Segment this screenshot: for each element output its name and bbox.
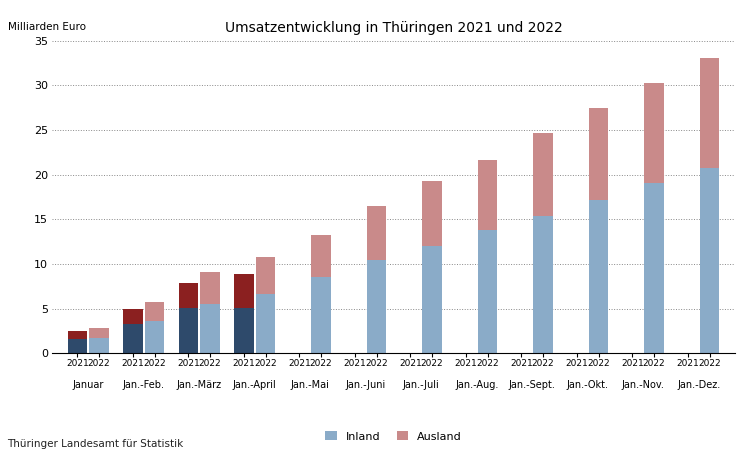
Bar: [90, 338, 109, 353]
Text: Milliarden Euro: Milliarden Euro: [8, 22, 86, 32]
Text: Jan.-Mai: Jan.-Mai: [291, 380, 330, 390]
Bar: [90, 328, 109, 338]
Bar: [311, 276, 330, 353]
Bar: [422, 246, 442, 353]
Bar: [367, 260, 386, 353]
Bar: [145, 321, 164, 353]
Bar: [234, 274, 254, 308]
Bar: [311, 235, 330, 276]
Text: Thüringer Landesamt für Statistik: Thüringer Landesamt für Statistik: [7, 439, 184, 449]
Bar: [478, 230, 498, 353]
Text: Jan.-Feb.: Jan.-Feb.: [123, 380, 165, 390]
Bar: [145, 302, 164, 321]
Bar: [179, 283, 198, 308]
Text: Jan.-Juni: Jan.-Juni: [345, 380, 386, 390]
Bar: [123, 309, 142, 324]
Bar: [645, 83, 664, 183]
Bar: [68, 339, 87, 353]
Bar: [68, 332, 87, 339]
Text: Jan.-Nov.: Jan.-Nov.: [622, 380, 665, 390]
Text: Jan.-Aug.: Jan.-Aug.: [455, 380, 498, 390]
Bar: [179, 308, 198, 353]
Bar: [700, 58, 719, 169]
Text: Jan.-Juli: Jan.-Juli: [403, 380, 439, 390]
Bar: [700, 169, 719, 353]
Bar: [201, 272, 220, 304]
Bar: [201, 304, 220, 353]
Bar: [422, 181, 442, 246]
Bar: [256, 294, 275, 353]
Bar: [256, 257, 275, 294]
Bar: [478, 159, 498, 230]
Text: Jan.-März: Jan.-März: [177, 380, 222, 390]
Title: Umsatzentwicklung in Thüringen 2021 und 2022: Umsatzentwicklung in Thüringen 2021 und …: [225, 21, 562, 35]
Bar: [533, 216, 553, 353]
Bar: [645, 183, 664, 353]
Bar: [589, 108, 608, 200]
Text: Januar: Januar: [72, 380, 104, 390]
Bar: [234, 308, 254, 353]
Text: Jan.-Sept.: Jan.-Sept.: [509, 380, 556, 390]
Bar: [367, 206, 386, 260]
Bar: [533, 133, 553, 216]
Text: Jan.-April: Jan.-April: [233, 380, 277, 390]
Text: Jan.-Dez.: Jan.-Dez.: [677, 380, 721, 390]
Text: Jan.-Okt.: Jan.-Okt.: [567, 380, 609, 390]
Bar: [589, 200, 608, 353]
Bar: [123, 324, 142, 353]
